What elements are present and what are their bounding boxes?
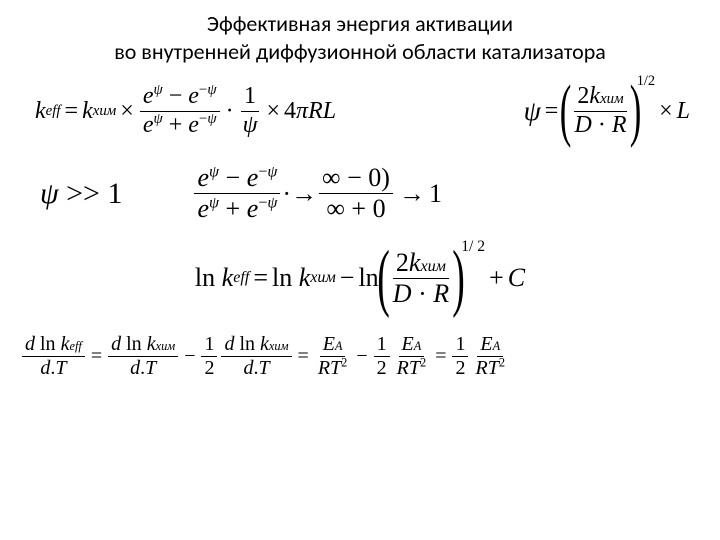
- num-half2: 1: [374, 333, 390, 357]
- num-d3: d ln kхим: [221, 333, 291, 357]
- num-EA1: EA: [320, 333, 346, 357]
- op-gtgt: >>: [66, 177, 100, 211]
- den-half3: 2: [452, 357, 468, 380]
- num-half: 1: [201, 333, 217, 357]
- op-eq5: =: [298, 345, 309, 368]
- sup-half2: 1/ 2: [461, 238, 485, 256]
- den-d1: d.T: [37, 357, 69, 380]
- sym-k2: k: [82, 98, 93, 125]
- den-d3: d.T: [240, 357, 272, 380]
- frac-d2: d ln kхим d.T: [108, 333, 178, 380]
- frac-half3: 1 2: [452, 333, 468, 380]
- page: Эффективная энергия активации во внутрен…: [0, 0, 720, 540]
- num-d2: d ln kхим: [108, 333, 178, 357]
- frac-tanh2-den: eψ + e−ψ: [194, 194, 280, 224]
- op-minus4: −: [356, 345, 367, 368]
- eq-limit: eψ − e−ψ eψ + e−ψ · → ∞ − 0) ∞ + 0 → 1: [192, 163, 441, 224]
- equation-row-3: ln keff = ln kхим − ln ( 2kхим D · R ) 1…: [20, 248, 700, 309]
- frac-d3: d ln kхим d.T: [221, 333, 291, 380]
- page-title: Эффективная энергия активации во внутрен…: [20, 10, 700, 65]
- frac-1psi: 1 ψ: [240, 83, 261, 139]
- sub-eff: eff: [46, 103, 61, 120]
- op-times2: ×: [266, 98, 280, 125]
- frac-tanh: eψ − e−ψ eψ + e−ψ: [140, 83, 220, 139]
- num-d1: d ln keff: [22, 333, 85, 357]
- sub-khim: хим: [93, 103, 117, 120]
- frac-2k-DR: 2kхим D · R: [572, 83, 630, 139]
- frac-2k-DR2: 2kхим D · R: [390, 248, 452, 309]
- num-2k: 2kхим: [574, 83, 626, 112]
- num-inf: ∞ − 0): [319, 163, 393, 194]
- den-RT2: RT2: [394, 357, 430, 380]
- op-eq4: =: [91, 345, 102, 368]
- eq-deriv: d ln keff d.T = d ln kхим d.T − 1 2 d ln…: [20, 333, 510, 380]
- op-times3: ×: [659, 98, 673, 125]
- num-EA2: EA: [399, 333, 425, 357]
- num-2k2: 2kхим: [393, 248, 449, 279]
- eq-psi: ψ = ( 2kхим D · R ) 1/2 × L: [524, 83, 690, 139]
- sym-1b: 1: [429, 179, 442, 209]
- sym-L: L: [323, 98, 336, 125]
- sym-L2: L: [677, 98, 690, 125]
- frac-EA3: EA RT2: [472, 333, 508, 380]
- den-DR: D · R: [572, 112, 630, 140]
- op-arrow2: →: [399, 179, 425, 209]
- den-RT3: RT2: [472, 357, 508, 380]
- equation-row-1: keff = kхим × eψ − e−ψ eψ + e−ψ · 1 ψ × …: [20, 83, 700, 139]
- num-1: 1: [241, 83, 259, 112]
- op-eq: =: [65, 98, 79, 125]
- op-plus2: +: [489, 263, 504, 293]
- op-dot2: ·: [282, 179, 291, 209]
- sym-ln: ln: [195, 263, 215, 293]
- frac-tanh2-num: eψ − e−ψ: [194, 163, 280, 194]
- eq-psi-gt: ψ >> 1: [40, 177, 122, 211]
- equation-row-4: d ln keff d.T = d ln kхим d.T − 1 2 d ln…: [20, 333, 700, 380]
- den-psi: ψ: [240, 112, 261, 140]
- sym-1: 1: [107, 177, 122, 211]
- frac-half: 1 2: [201, 333, 217, 380]
- sym-C: C: [508, 263, 525, 293]
- frac-tanh-num: eψ − e−ψ: [140, 83, 220, 112]
- op-eq3: =: [253, 263, 268, 293]
- op-eq2: =: [545, 98, 559, 125]
- den-half2: 2: [374, 357, 390, 380]
- den-d2: d.T: [127, 357, 159, 380]
- eq-ln: ln keff = ln kхим − ln ( 2kхим D · R ) 1…: [195, 248, 525, 309]
- op-arrow: →: [291, 179, 317, 209]
- frac-tanh2: eψ − e−ψ eψ + e−ψ: [194, 163, 280, 224]
- equation-row-2: ψ >> 1 eψ − e−ψ eψ + e−ψ · → ∞ − 0) ∞ + …: [20, 163, 700, 224]
- sym-R: R: [308, 98, 323, 125]
- frac-tanh-den: eψ + e−ψ: [140, 112, 220, 140]
- frac-EA1: EA RT2: [315, 333, 351, 380]
- eq-keff: keff = kхим × eψ − e−ψ eψ + e−ψ · 1 ψ × …: [35, 83, 336, 139]
- op-times: ×: [120, 98, 134, 125]
- sym-ln3: ln: [358, 263, 378, 293]
- title-line-2: во внутренней диффузионной области катал…: [114, 38, 606, 65]
- sym-ln2: ln: [272, 263, 292, 293]
- den-DR2: D · R: [390, 279, 452, 309]
- frac-half2: 1 2: [374, 333, 390, 380]
- sym-4: 4: [284, 98, 296, 125]
- frac-EA2: EA RT2: [394, 333, 430, 380]
- den-half: 2: [201, 357, 217, 380]
- den-RT1: RT2: [315, 357, 351, 380]
- op-minus3: −: [184, 345, 195, 368]
- frac-d1: d ln keff d.T: [22, 333, 85, 380]
- sym-k: k: [35, 98, 46, 125]
- num-half3: 1: [452, 333, 468, 357]
- op-eq6: =: [435, 345, 446, 368]
- den-inf: ∞ + 0: [323, 194, 388, 224]
- op-minus2: −: [340, 263, 355, 293]
- title-line-1: Эффективная энергия активации: [207, 10, 513, 37]
- sym-pi: π: [296, 98, 308, 125]
- op-dot: ·: [226, 98, 234, 125]
- num-EA3: EA: [477, 333, 503, 357]
- frac-inf: ∞ − 0) ∞ + 0: [319, 163, 393, 224]
- sym-psi-big: ψ: [524, 95, 541, 127]
- sym-psi3: ψ: [40, 177, 59, 211]
